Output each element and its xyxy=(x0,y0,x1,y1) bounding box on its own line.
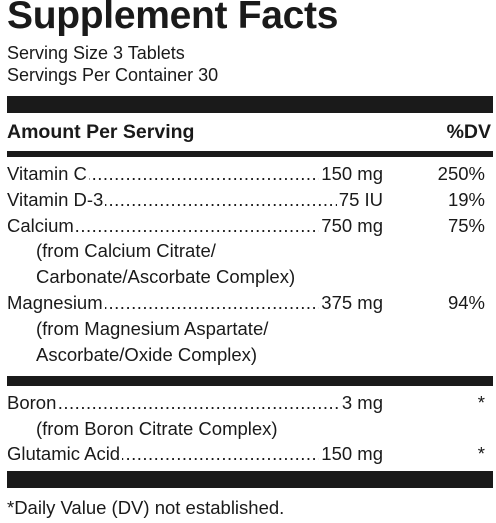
nutrient-amount: 375 mg xyxy=(319,292,383,314)
nutrient-dv: 19% xyxy=(447,189,485,210)
ingredient-dv: * xyxy=(477,392,485,413)
nutrient-row-vitamin-c: ........................................… xyxy=(7,163,493,189)
daily-value-header: %DV xyxy=(446,121,491,143)
ingredient-dv: * xyxy=(477,443,485,464)
thick-divider-middle xyxy=(7,376,493,386)
nutrient-dv: 94% xyxy=(447,292,485,313)
leader-dots: ........................................… xyxy=(7,392,383,413)
nutrient-row-vitamin-d3: ........................................… xyxy=(7,189,493,215)
ingredient-amount: 150 mg xyxy=(319,443,383,465)
leader-dots: ........................................… xyxy=(7,163,383,184)
nutrient-name: Magnesium xyxy=(7,292,105,314)
thick-divider-top xyxy=(7,96,493,113)
servings-per-container: Servings Per Container 30 xyxy=(7,65,219,85)
nutrient-source-line: (from Calcium Citrate/ xyxy=(36,240,216,261)
nutrient-amount: 75 IU xyxy=(336,189,383,211)
ingredient-amount: 3 mg xyxy=(339,392,383,414)
nutrient-dv: 75% xyxy=(447,215,485,236)
medium-divider xyxy=(7,151,493,157)
panel-title: Supplement Facts xyxy=(7,0,339,37)
ingredient-row-glutamic-acid: ........................................… xyxy=(7,443,493,469)
ingredient-name: Boron xyxy=(7,392,59,414)
leader-dots: ........................................… xyxy=(7,215,383,236)
amount-per-serving-header: Amount Per Serving xyxy=(7,121,195,143)
nutrient-source-line: Ascorbate/Oxide Complex) xyxy=(36,344,258,365)
nutrient-dv: 250% xyxy=(437,163,485,184)
nutrient-amount: 150 mg xyxy=(319,163,383,185)
nutrient-amount: 750 mg xyxy=(319,215,383,237)
serving-size: Serving Size 3 Tablets xyxy=(7,43,185,63)
nutrient-source-line: Carbonate/Ascorbate Complex) xyxy=(36,266,296,287)
nutrient-row-calcium: ........................................… xyxy=(7,215,493,241)
nutrient-source-line: (from Magnesium Aspartate/ xyxy=(36,318,269,339)
nutrient-name: Vitamin D-3 xyxy=(7,189,106,211)
ingredient-row-boron: ........................................… xyxy=(7,392,493,418)
ingredient-source-line: (from Boron Citrate Complex) xyxy=(36,418,278,439)
footnote: *Daily Value (DV) not established. xyxy=(7,497,285,518)
nutrient-name: Calcium xyxy=(7,215,76,237)
thick-divider-bottom xyxy=(7,471,493,488)
nutrient-row-magnesium: ........................................… xyxy=(7,292,493,318)
ingredient-name: Glutamic Acid xyxy=(7,443,123,465)
nutrient-name: Vitamin C xyxy=(7,163,89,185)
